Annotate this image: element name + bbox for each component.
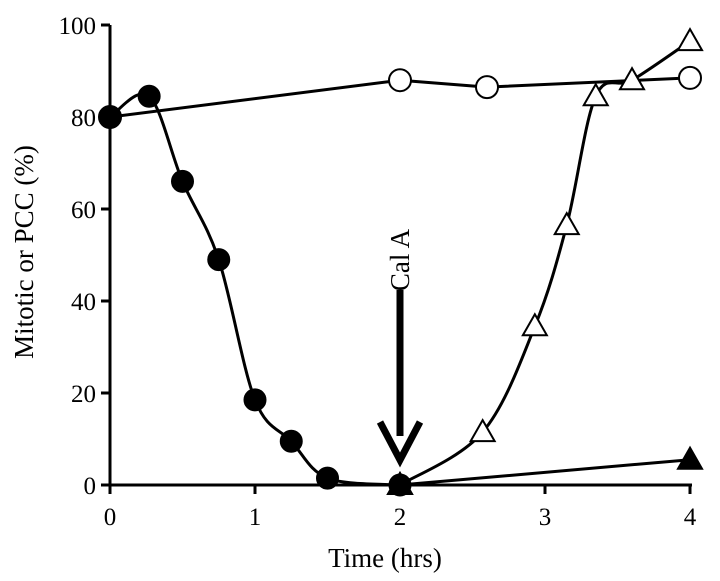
annotation-layer: Cal A bbox=[376, 228, 424, 468]
data-point-filled-triangle bbox=[676, 445, 704, 470]
x-tick-label: 2 bbox=[394, 504, 407, 531]
x-tick-label: 0 bbox=[104, 504, 117, 531]
x-tick-label: 4 bbox=[684, 504, 697, 531]
ticks: 0 20 40 60 80 100 0 1 2 3 4 bbox=[59, 13, 697, 531]
data-point-filled-circle bbox=[207, 248, 231, 272]
x-axis-title: Time (hrs) bbox=[328, 543, 442, 573]
data-point-filled-circle bbox=[171, 169, 194, 193]
data-point-open-triangle bbox=[521, 312, 549, 337]
x-tick-label: 3 bbox=[539, 504, 552, 531]
y-tick-label: 80 bbox=[71, 105, 96, 132]
y-axis-title: Mitotic or PCC (%) bbox=[9, 145, 39, 359]
y-tick-label: 60 bbox=[71, 197, 96, 224]
data-point-filled-circle bbox=[137, 84, 161, 108]
data-point-open-circle bbox=[388, 68, 412, 93]
series-line-open-circle bbox=[109, 76, 691, 119]
data-point-filled-triangle bbox=[386, 470, 414, 495]
y-tick-label: 100 bbox=[59, 13, 97, 40]
data-point-open-triangle bbox=[582, 82, 610, 107]
series-line-open-triangle bbox=[399, 39, 691, 487]
data-point-open-triangle bbox=[676, 27, 704, 52]
data-point-filled-circle bbox=[243, 388, 267, 412]
data-point-open-triangle bbox=[618, 66, 646, 91]
data-point-open-circle bbox=[475, 75, 499, 100]
data-point-filled-circle bbox=[98, 105, 122, 129]
y-tick-label: 0 bbox=[84, 473, 97, 500]
data-point-open-triangle bbox=[468, 418, 497, 443]
series-markers bbox=[98, 27, 704, 497]
y-tick-label: 20 bbox=[71, 381, 96, 408]
series-line-filled-circle bbox=[109, 92, 401, 487]
data-point-filled-circle bbox=[316, 466, 339, 490]
data-point-open-triangle bbox=[553, 211, 581, 236]
annotation-arrow-head bbox=[376, 420, 424, 468]
series-line-filled-triangle bbox=[399, 458, 691, 487]
y-tick-label: 40 bbox=[71, 289, 96, 316]
annotation-label: Cal A bbox=[385, 228, 415, 291]
data-point-filled-circle bbox=[279, 429, 303, 453]
series-layer bbox=[98, 27, 704, 497]
data-point-open-circle bbox=[678, 65, 702, 90]
x-tick-label: 1 bbox=[249, 504, 262, 531]
